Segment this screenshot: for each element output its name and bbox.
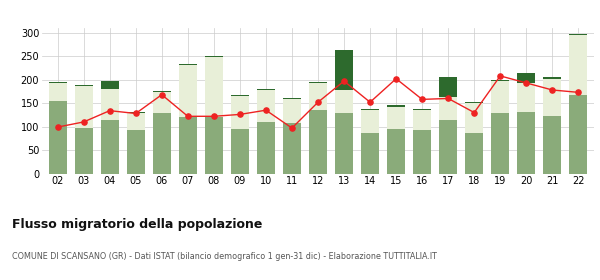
Point	[183, 114, 193, 118]
Bar	[439, 97, 457, 120]
Bar	[257, 89, 275, 90]
Bar	[387, 107, 405, 129]
Point	[521, 81, 531, 85]
Point	[105, 108, 115, 113]
Bar	[335, 50, 353, 90]
Point	[469, 110, 479, 115]
Point	[79, 120, 88, 124]
Bar	[257, 90, 275, 122]
Point	[287, 126, 297, 130]
Text: Flusso migratorio della popolazione: Flusso migratorio della popolazione	[12, 218, 262, 231]
Bar	[491, 81, 509, 113]
Bar	[361, 133, 379, 174]
Bar	[569, 34, 587, 35]
Bar	[543, 77, 562, 79]
Bar	[49, 83, 67, 101]
Bar	[101, 81, 119, 89]
Bar	[101, 120, 119, 174]
Bar	[309, 110, 327, 174]
Bar	[439, 77, 457, 97]
Bar	[74, 86, 93, 128]
Point	[131, 111, 140, 116]
Bar	[152, 91, 171, 92]
Point	[235, 112, 245, 117]
Bar	[231, 129, 249, 174]
Bar	[517, 73, 535, 83]
Bar	[205, 57, 223, 117]
Bar	[127, 113, 145, 130]
Bar	[465, 103, 484, 133]
Bar	[361, 109, 379, 110]
Bar	[439, 120, 457, 174]
Bar	[283, 99, 301, 123]
Point	[391, 76, 401, 81]
Bar	[543, 116, 562, 174]
Bar	[309, 83, 327, 110]
Point	[443, 96, 453, 101]
Point	[209, 114, 218, 118]
Bar	[127, 130, 145, 174]
Bar	[231, 95, 249, 96]
Bar	[491, 113, 509, 174]
Bar	[127, 112, 145, 113]
Point	[53, 125, 62, 129]
Bar	[335, 90, 353, 113]
Point	[339, 79, 349, 83]
Bar	[205, 56, 223, 57]
Bar	[517, 112, 535, 174]
Bar	[361, 110, 379, 133]
Bar	[283, 98, 301, 99]
Bar	[569, 35, 587, 95]
Bar	[257, 122, 275, 174]
Bar	[465, 133, 484, 174]
Bar	[387, 106, 405, 107]
Bar	[74, 128, 93, 174]
Bar	[101, 89, 119, 120]
Bar	[413, 110, 431, 130]
Bar	[569, 95, 587, 174]
Bar	[179, 117, 197, 174]
Bar	[387, 129, 405, 174]
Bar	[543, 79, 562, 116]
Point	[548, 88, 557, 92]
Bar	[309, 82, 327, 83]
Bar	[152, 113, 171, 174]
Bar	[231, 96, 249, 129]
Point	[313, 100, 323, 104]
Point	[496, 74, 505, 78]
Bar	[49, 82, 67, 83]
Bar	[283, 123, 301, 174]
Bar	[49, 101, 67, 174]
Bar	[465, 102, 484, 103]
Bar	[179, 64, 197, 65]
Bar	[74, 85, 93, 86]
Bar	[413, 130, 431, 174]
Point	[157, 92, 167, 97]
Bar	[335, 113, 353, 174]
Bar	[179, 65, 197, 117]
Bar	[517, 83, 535, 112]
Bar	[491, 80, 509, 81]
Bar	[152, 92, 171, 113]
Point	[365, 100, 375, 104]
Point	[261, 108, 271, 113]
Text: COMUNE DI SCANSANO (GR) - Dati ISTAT (bilancio demografico 1 gen-31 dic) - Elabo: COMUNE DI SCANSANO (GR) - Dati ISTAT (bi…	[12, 252, 437, 261]
Point	[574, 90, 583, 95]
Bar	[413, 109, 431, 110]
Point	[418, 97, 427, 102]
Bar	[205, 117, 223, 174]
